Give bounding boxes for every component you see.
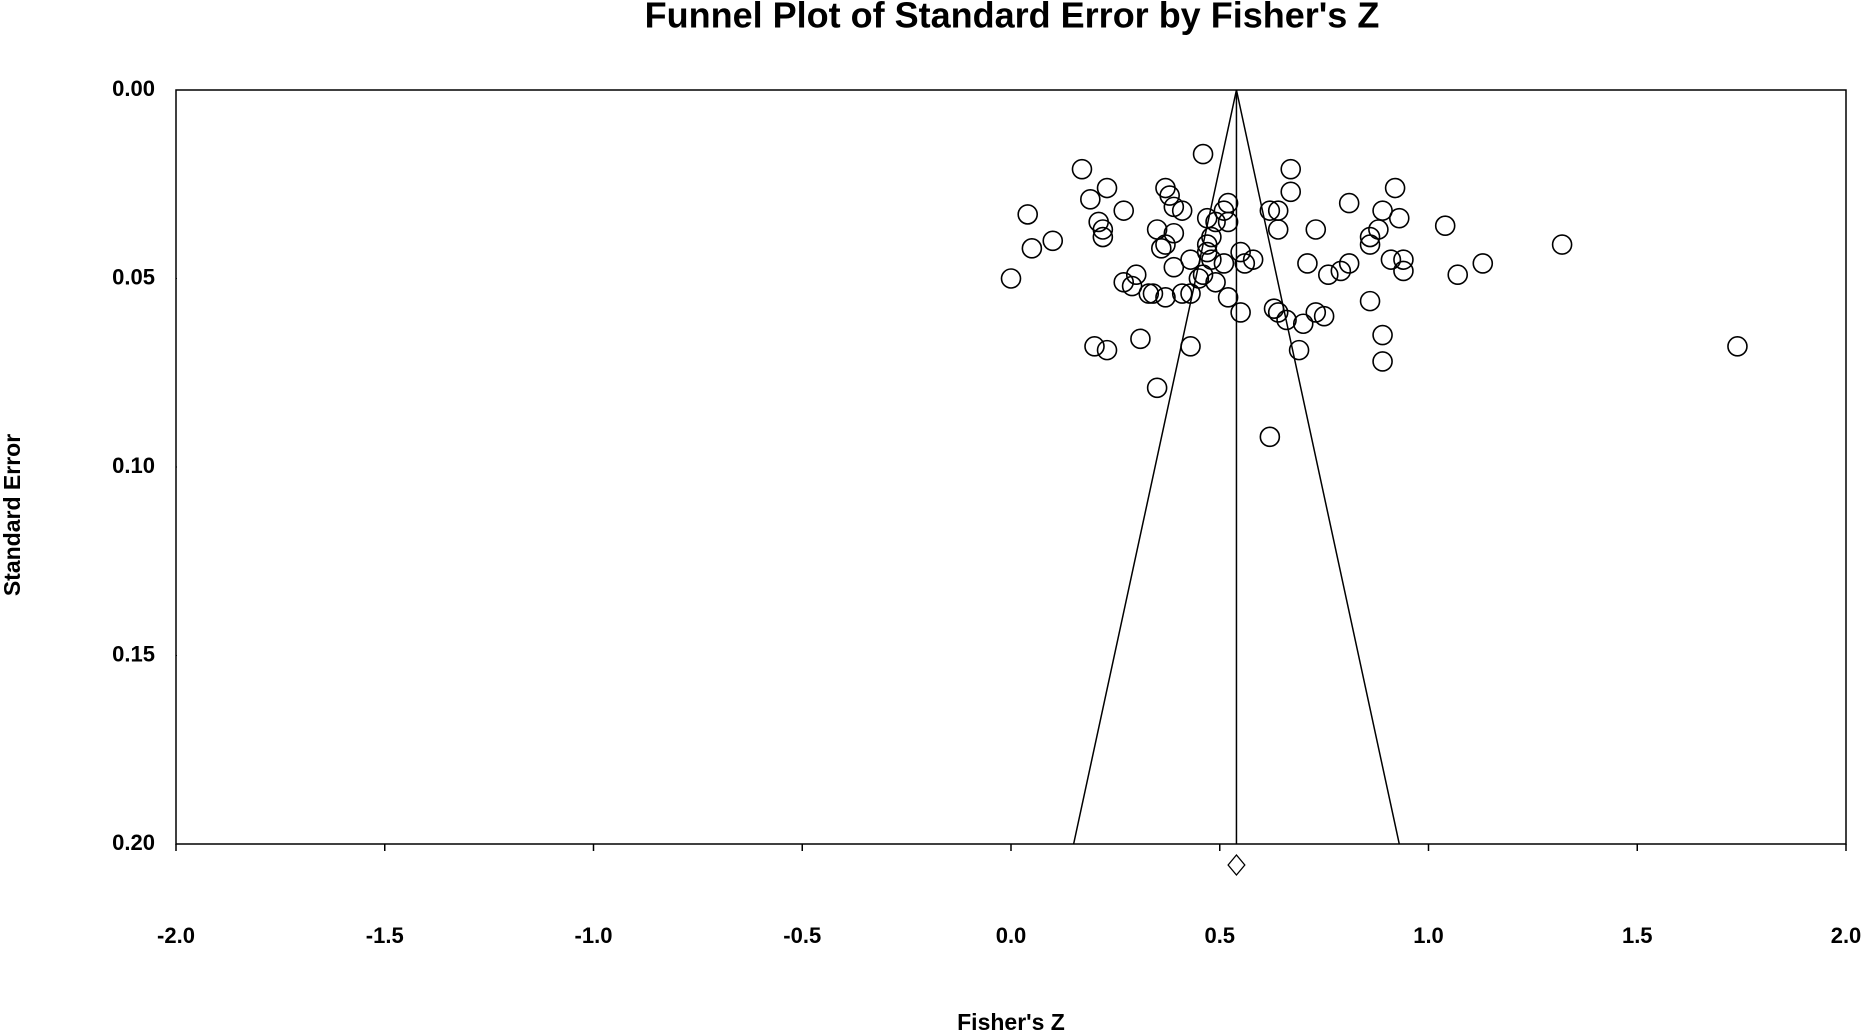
- study-point: [1330, 260, 1352, 282]
- study-point: [1230, 241, 1251, 263]
- study-point: [1142, 283, 1164, 304]
- study-point: [1146, 219, 1168, 240]
- study-point: [1163, 256, 1185, 278]
- study-point: [1146, 377, 1168, 399]
- study-point: [1217, 287, 1239, 308]
- study-point: [1230, 302, 1251, 323]
- y-tick-label: 0.20: [112, 830, 155, 855]
- study-point: [1259, 200, 1281, 221]
- study-point: [1267, 219, 1289, 240]
- study-point: [1305, 219, 1327, 240]
- study-point: [1447, 264, 1469, 286]
- study-point: [1368, 219, 1389, 240]
- study-point: [1125, 264, 1147, 286]
- study-point: [1084, 336, 1105, 357]
- study-point: [1155, 177, 1176, 199]
- x-tick-label: 1.5: [1622, 923, 1653, 948]
- study-point: [1472, 253, 1494, 274]
- study-point: [1196, 234, 1218, 255]
- study-point: [1192, 143, 1214, 165]
- study-point: [1163, 222, 1185, 244]
- study-point: [1213, 200, 1235, 221]
- study-point: [1096, 339, 1118, 361]
- study-point: [1180, 249, 1201, 270]
- study-point: [1338, 192, 1360, 214]
- study-point: [1180, 336, 1201, 357]
- study-point: [1380, 249, 1402, 270]
- study-point: [1318, 264, 1339, 286]
- y-tick-label: 0.15: [112, 641, 155, 666]
- x-axis-title: Fisher's Z: [957, 1009, 1065, 1035]
- study-point: [1263, 298, 1285, 319]
- x-tick-label: -1.5: [366, 923, 404, 948]
- study-point: [1384, 177, 1406, 199]
- study-point: [1280, 181, 1302, 203]
- study-point: [1551, 234, 1573, 255]
- plot-frame: [175, 89, 1847, 845]
- study-point: [1000, 268, 1022, 289]
- study-point: [1217, 211, 1239, 233]
- study-point: [1205, 271, 1226, 293]
- study-point: [1280, 158, 1302, 180]
- study-point: [1359, 226, 1381, 248]
- study-point: [1130, 328, 1151, 350]
- study-point: [1080, 189, 1101, 210]
- x-tick-label: 0.0: [996, 923, 1027, 948]
- x-tick-label: -0.5: [783, 923, 821, 948]
- study-point: [1372, 351, 1393, 372]
- study-point: [1017, 204, 1038, 225]
- study-point: [1393, 249, 1414, 270]
- x-tick-label: 1.0: [1413, 923, 1444, 948]
- study-point: [1192, 264, 1214, 286]
- study-point: [1276, 309, 1297, 331]
- study-point: [1155, 287, 1176, 308]
- study-point: [1727, 336, 1748, 357]
- x-tick-label: -2.0: [157, 923, 195, 948]
- study-point: [1096, 177, 1118, 199]
- study-point: [1313, 305, 1335, 327]
- study-point: [1267, 302, 1289, 323]
- study-point: [1151, 238, 1172, 259]
- study-point: [1021, 238, 1043, 259]
- study-point: [1372, 324, 1393, 346]
- study-point: [1155, 234, 1176, 255]
- study-point: [1297, 253, 1318, 274]
- study-point: [1071, 158, 1093, 180]
- study-point: [1388, 207, 1410, 229]
- study-point: [1092, 226, 1114, 248]
- y-tick-label: 0.10: [112, 453, 155, 478]
- study-point: [1213, 253, 1235, 274]
- study-point: [1359, 234, 1381, 255]
- y-tick-label: 0.00: [112, 76, 155, 101]
- x-tick-label: 0.5: [1204, 923, 1235, 948]
- study-point: [1171, 200, 1193, 221]
- study-point: [1188, 268, 1210, 289]
- study-point: [1092, 219, 1114, 240]
- study-point: [1393, 260, 1414, 282]
- y-tick-label: 0.05: [112, 264, 155, 289]
- summary-diamond: [1227, 853, 1246, 877]
- study-point: [1267, 200, 1289, 221]
- x-tick-label: -1.0: [575, 923, 613, 948]
- x-tick-label: 2.0: [1831, 923, 1862, 948]
- study-point: [1434, 215, 1456, 237]
- study-point: [1121, 275, 1143, 297]
- study-point: [1205, 211, 1226, 233]
- study-point: [1138, 283, 1160, 304]
- study-point: [1171, 283, 1193, 304]
- study-point: [1217, 192, 1239, 214]
- chart-title: Funnel Plot of Standard Error by Fisher'…: [645, 0, 1380, 36]
- y-axis-title: Standard Error: [0, 434, 25, 596]
- study-point: [1292, 313, 1314, 335]
- study-point: [1259, 426, 1281, 448]
- study-point: [1159, 185, 1180, 206]
- study-point: [1234, 253, 1256, 274]
- study-point: [1113, 200, 1135, 221]
- study-point: [1288, 339, 1310, 361]
- study-point: [1042, 230, 1064, 252]
- study-point: [1338, 253, 1360, 274]
- study-point: [1359, 290, 1381, 312]
